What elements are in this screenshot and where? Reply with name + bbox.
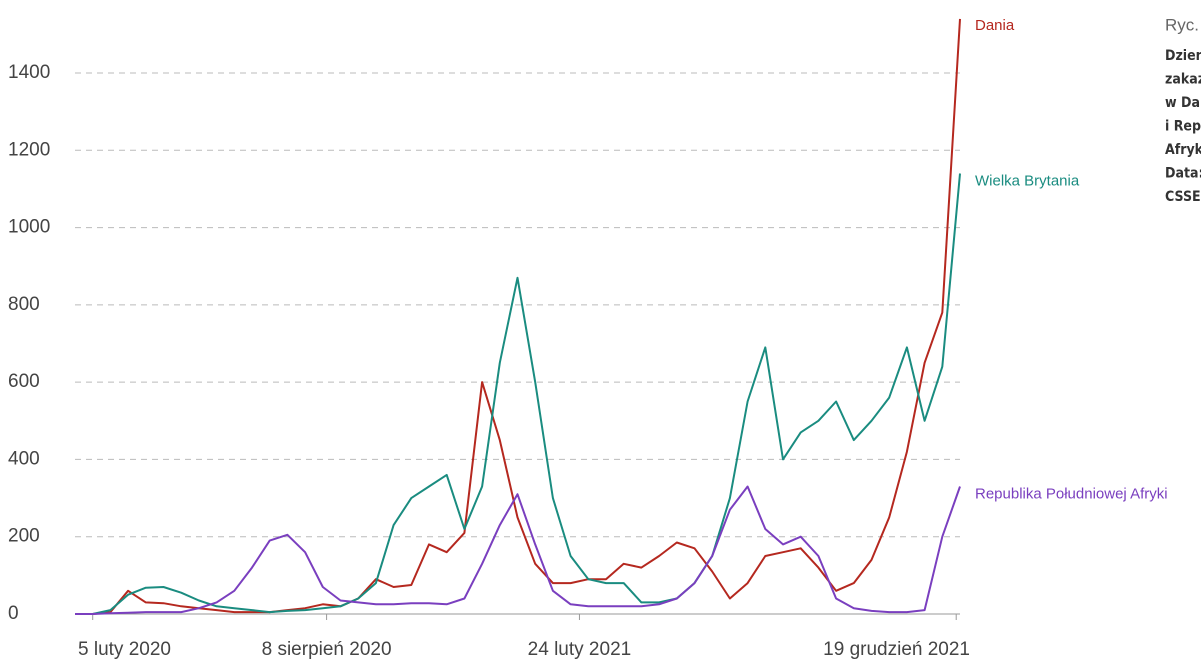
caption-line: Dzien: [1165, 48, 1201, 64]
series-label: Dania: [975, 17, 1015, 34]
caption-line: zakaz: [1165, 72, 1201, 88]
y-tick-label: 200: [8, 526, 40, 547]
y-tick-label: 800: [8, 294, 40, 315]
x-tick-label: 8 sierpień 2020: [262, 639, 392, 660]
series-line: [75, 485, 961, 615]
caption-line: Afryk: [1165, 142, 1201, 158]
caption-line: Data:: [1165, 166, 1201, 182]
x-tick-label: 24 luty 2021: [528, 639, 632, 660]
caption-line: CSSEG: [1165, 189, 1201, 205]
y-tick-label: 600: [8, 371, 40, 392]
y-tick-label: 1000: [8, 217, 50, 238]
y-tick-label: 0: [8, 603, 19, 624]
series-line: [75, 173, 961, 615]
caption-line: w Da: [1165, 95, 1200, 111]
caption-line: i Rep: [1165, 119, 1201, 135]
series-label: Republika Południowej Afryki: [975, 485, 1168, 502]
x-tick-label: 5 luty 2020: [78, 639, 171, 660]
x-tick-label: 19 grudzień 2021: [823, 639, 970, 660]
series-line: [75, 18, 961, 615]
y-tick-label: 1400: [8, 62, 50, 83]
figure-label: Ryc.: [1165, 15, 1199, 34]
series-label: Wielka Brytania: [975, 172, 1080, 189]
y-tick-label: 400: [8, 448, 40, 469]
y-tick-label: 1200: [8, 139, 50, 160]
